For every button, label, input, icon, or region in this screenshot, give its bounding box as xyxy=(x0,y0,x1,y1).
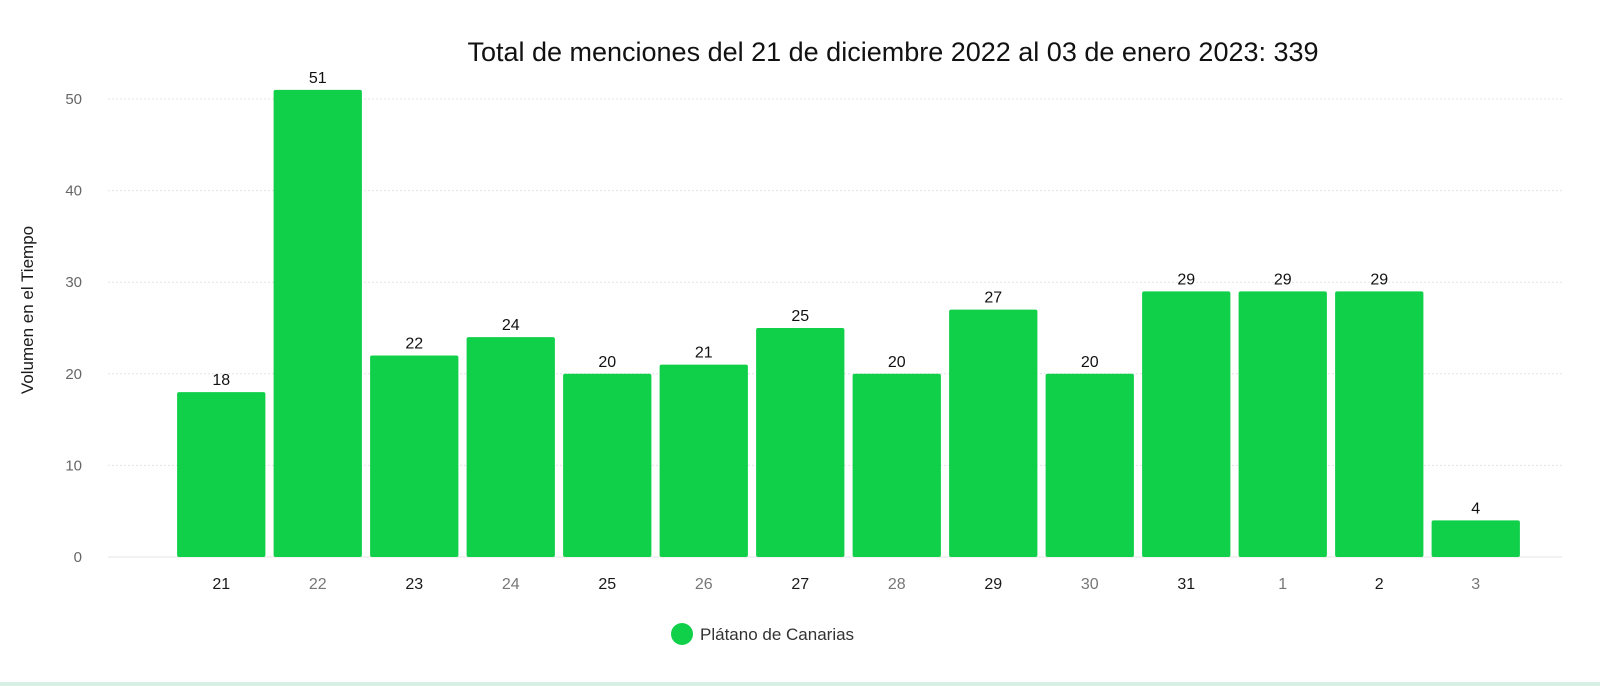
x-tick-label: 27 xyxy=(791,576,809,593)
x-tick-label: 21 xyxy=(212,576,230,593)
x-tick-label: 22 xyxy=(309,576,327,593)
bar-22[interactable] xyxy=(273,89,362,557)
data-label-27: 25 xyxy=(791,308,809,325)
x-tick-label: 26 xyxy=(695,576,713,593)
legend-marker-icon xyxy=(671,623,693,645)
bar-30[interactable] xyxy=(1045,373,1134,557)
bar-3[interactable] xyxy=(1431,520,1520,557)
data-label-2: 29 xyxy=(1370,271,1388,288)
x-tick-label: 23 xyxy=(405,576,423,593)
bottom-border xyxy=(0,682,1600,686)
data-label-23: 22 xyxy=(405,335,423,352)
data-labels: 18 51 22 24 20 21 25 20 27 20 29 29 29 4 xyxy=(212,70,1480,518)
y-tick-label: 20 xyxy=(65,366,82,383)
data-label-24: 24 xyxy=(502,317,520,334)
y-tick-label: 0 xyxy=(74,549,82,566)
data-label-28: 20 xyxy=(888,354,906,371)
y-tick-label: 10 xyxy=(65,457,82,474)
data-label-30: 20 xyxy=(1081,354,1099,371)
x-tick-label: 24 xyxy=(502,576,520,593)
x-tick-label: 1 xyxy=(1278,576,1287,593)
bar-26[interactable] xyxy=(659,364,748,557)
x-tick-label: 28 xyxy=(888,576,906,593)
y-axis-label: Volumen en el Tiempo xyxy=(18,226,37,394)
bar-series xyxy=(177,89,1520,557)
legend[interactable]: Plátano de Canarias xyxy=(671,623,854,645)
bar-29[interactable] xyxy=(949,309,1038,557)
bar-31[interactable] xyxy=(1142,291,1231,557)
legend-label: Plátano de Canarias xyxy=(700,625,854,644)
bar-27[interactable] xyxy=(756,328,845,557)
x-tick-label: 30 xyxy=(1081,576,1099,593)
y-tick-label: 50 xyxy=(65,91,82,108)
data-label-29: 27 xyxy=(984,290,1002,307)
y-tick-label: 40 xyxy=(65,183,82,200)
bar-1[interactable] xyxy=(1238,291,1327,557)
data-label-1: 29 xyxy=(1274,271,1292,288)
data-label-21: 18 xyxy=(212,372,230,389)
bar-21[interactable] xyxy=(177,392,266,557)
x-tick-label: 29 xyxy=(984,576,1002,593)
chart-title: Total de menciones del 21 de diciembre 2… xyxy=(467,37,1318,67)
x-tick-label: 31 xyxy=(1177,576,1195,593)
data-label-25: 20 xyxy=(598,354,616,371)
x-tick-label: 2 xyxy=(1375,576,1384,593)
y-axis-ticks: 0 10 20 30 40 50 xyxy=(65,91,82,566)
bar-28[interactable] xyxy=(852,373,941,557)
data-label-22: 51 xyxy=(309,70,327,87)
x-tick-label: 3 xyxy=(1471,576,1480,593)
data-label-31: 29 xyxy=(1177,271,1195,288)
bar-25[interactable] xyxy=(563,373,652,557)
data-label-3: 4 xyxy=(1471,500,1480,517)
data-label-26: 21 xyxy=(695,345,713,362)
y-tick-label: 30 xyxy=(65,274,82,291)
bar-2[interactable] xyxy=(1335,291,1424,557)
x-tick-label: 25 xyxy=(598,576,616,593)
bar-24[interactable] xyxy=(466,337,555,557)
x-axis-ticks: 21 22 23 24 25 26 27 28 29 30 31 1 2 3 xyxy=(212,576,1480,593)
bar-23[interactable] xyxy=(370,355,459,557)
